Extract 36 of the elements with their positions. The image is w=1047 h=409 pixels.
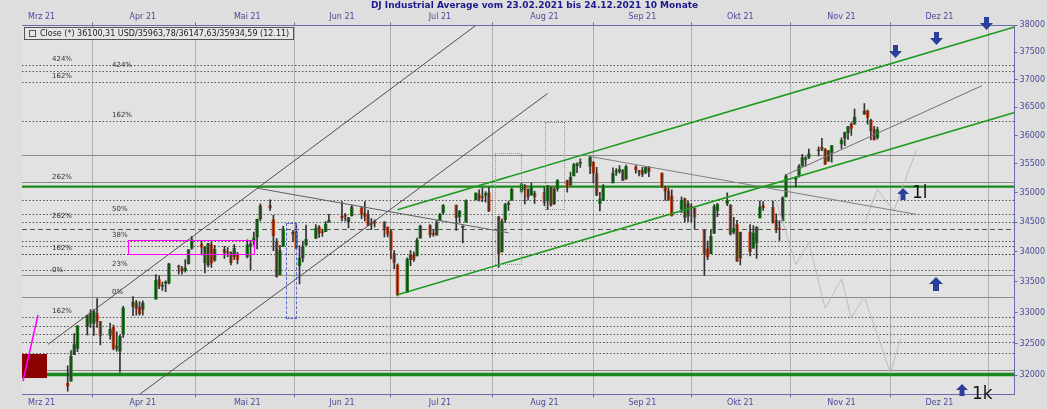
annotation: Close (*) 36100,31 USD/35963,78/36147,63/35934,59 (12.11) <box>40 29 290 39</box>
y-tick-label: 37500 <box>1019 47 1045 57</box>
annotation: 1l <box>912 182 928 202</box>
x-tick-label: Sep 21 <box>628 398 657 408</box>
x-tick-label: Okt 21 <box>726 398 754 408</box>
y-tick-label: 32500 <box>1019 338 1045 348</box>
y-tick-label: 33500 <box>1019 277 1045 287</box>
x-tick-label: Nov 21 <box>827 398 856 408</box>
y-tick-label: 36000 <box>1019 130 1045 140</box>
y-tick-label: 36500 <box>1019 102 1045 112</box>
x2-tick-label: Sep 21 <box>628 11 657 21</box>
y-tick-label: 35500 <box>1019 159 1045 169</box>
x-tick-label: Dez 21 <box>925 398 954 408</box>
x2-tick-label: Jul 21 <box>427 11 452 21</box>
y-tick-label: 33000 <box>1019 307 1045 317</box>
x-tick-label: Jul 21 <box>427 398 452 408</box>
chart-title: DJ Industrial Average vom 23.02.2021 bis 24.12.2021 10 Monate <box>370 0 699 10</box>
x-tick-label: Apr 21 <box>129 398 157 408</box>
x-tick-label: Mrz 21 <box>28 398 56 408</box>
y-tick-label: 37000 <box>1019 74 1045 84</box>
x2-tick-label: Mrz 21 <box>28 11 56 21</box>
y-tick-label: 38000 <box>1019 20 1045 30</box>
x-tick-label: Mai 21 <box>233 398 261 408</box>
x2-tick-label: Nov 21 <box>827 11 856 21</box>
y-tick-label: 32000 <box>1019 370 1045 380</box>
y-tick-label: 34500 <box>1019 217 1045 227</box>
x2-tick-label: Mai 21 <box>233 11 261 21</box>
y-tick-label: 34000 <box>1019 246 1045 256</box>
x-tick-label: Aug 21 <box>530 398 559 408</box>
x2-tick-label: Dez 21 <box>925 11 954 21</box>
y-tick-label: 35000 <box>1019 187 1045 197</box>
x2-tick-label: Aug 21 <box>530 11 559 21</box>
x2-tick-label: Apr 21 <box>129 11 157 21</box>
x2-tick-label: Okt 21 <box>726 11 754 21</box>
x-tick-label: Jun 21 <box>328 398 355 408</box>
x2-tick-label: Jun 21 <box>328 11 355 21</box>
